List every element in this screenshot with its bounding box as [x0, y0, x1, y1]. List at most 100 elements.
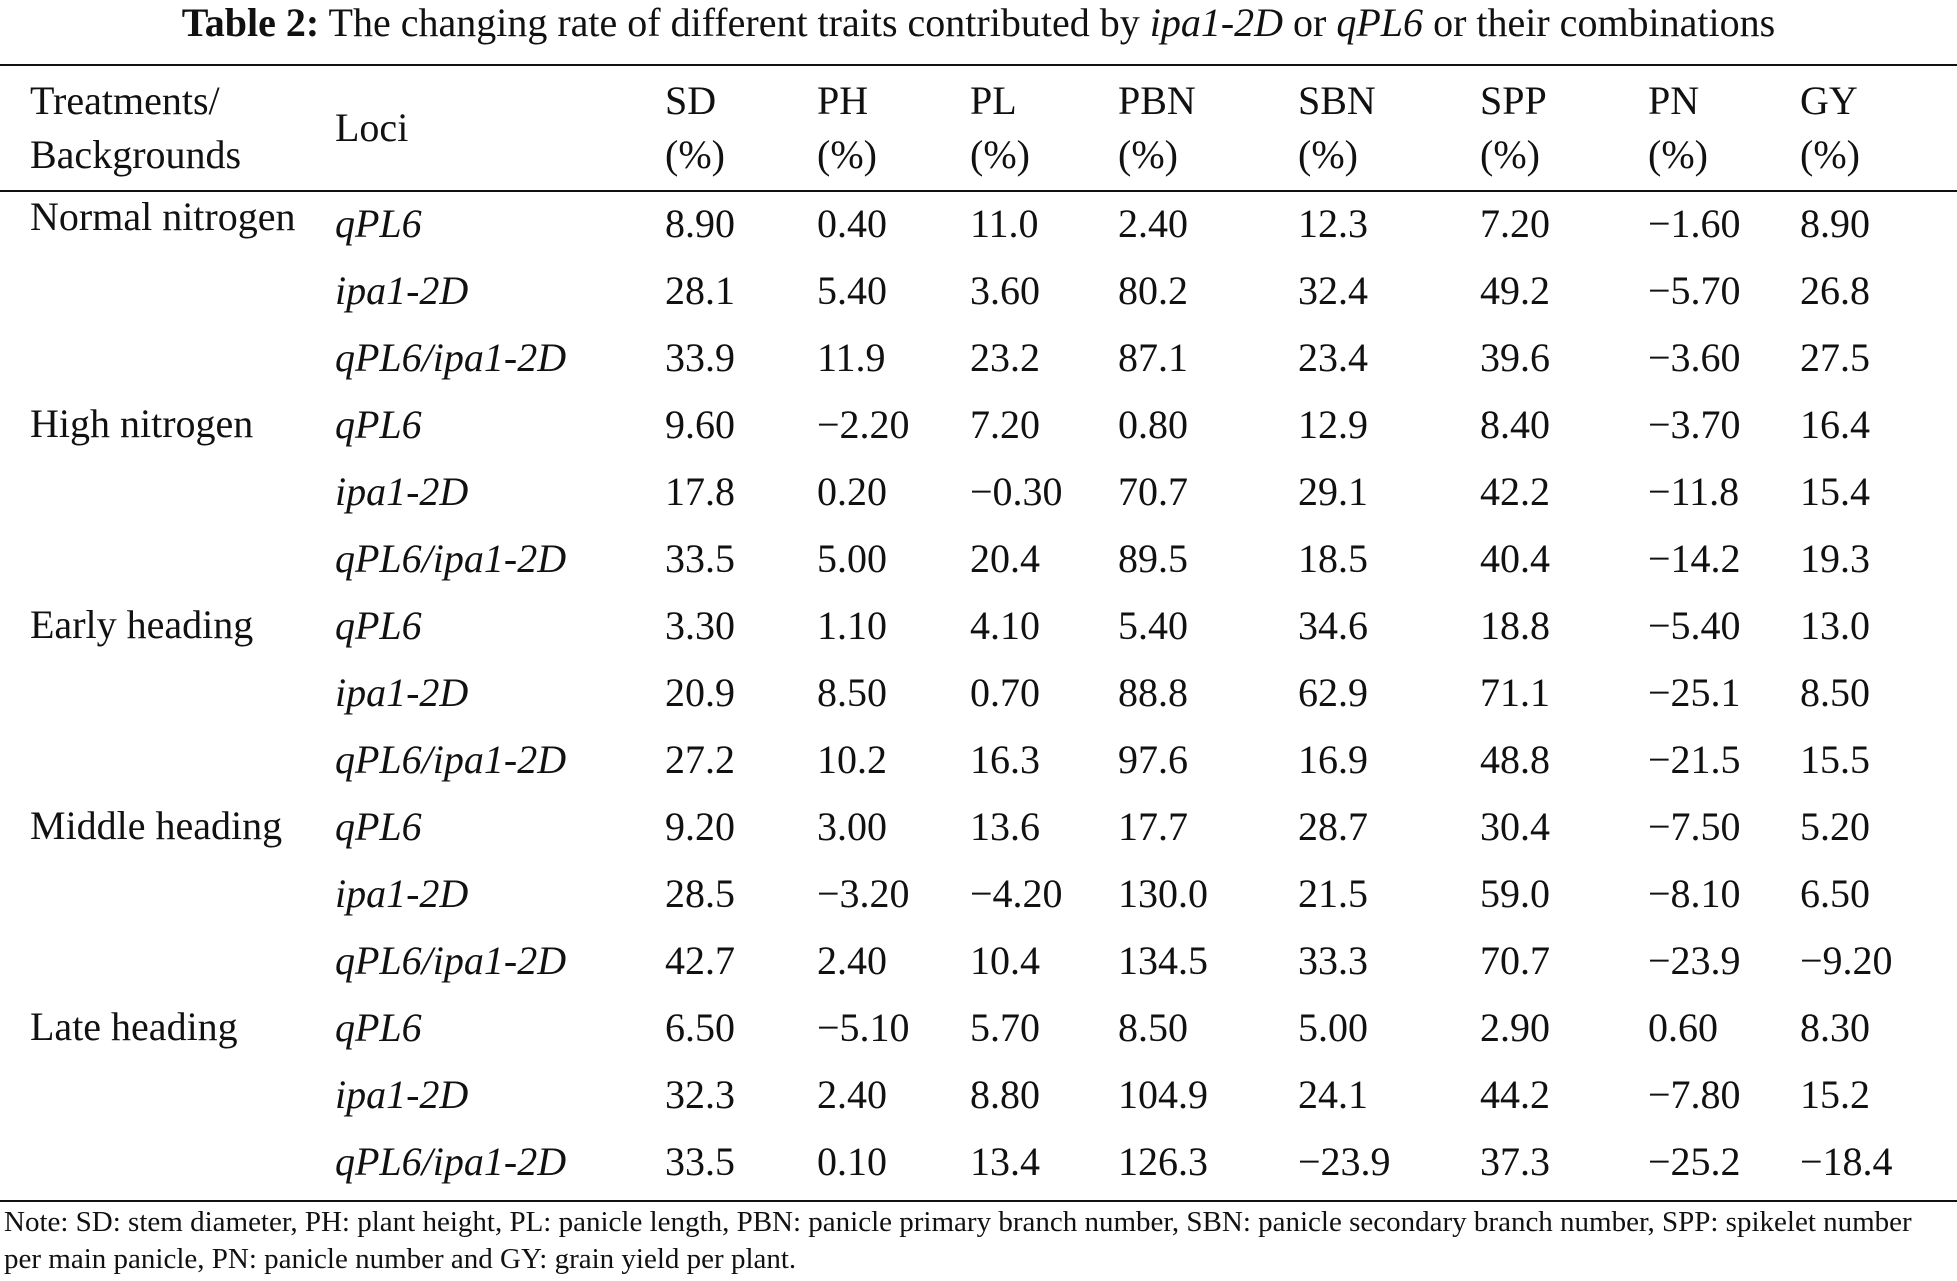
table-row: Late heading qPL6 6.50 −5.10 5.70 8.50 5.00 2.9…: [0, 994, 1957, 1061]
value-cell: −11.8: [1648, 469, 1740, 514]
value-cell: 28.5: [665, 871, 735, 916]
value-cell: 28.1: [665, 268, 735, 313]
table-caption: Table 2: The changing rate of different …: [0, 0, 1957, 46]
value-cell: 15.5: [1800, 737, 1870, 782]
value-cell: −5.70: [1648, 268, 1741, 313]
value-cell: 28.7: [1298, 804, 1368, 849]
table-row: ipa1-2D 20.9 8.50 0.70 88.8 62.9 71.1 −25.1 8.50: [0, 659, 1957, 726]
treatment-cell: Normal nitrogen: [30, 194, 296, 239]
value-cell: 0.20: [817, 469, 887, 514]
value-cell: 42.7: [665, 938, 735, 983]
value-cell: 2.40: [817, 1072, 887, 1117]
value-cell: 18.8: [1480, 603, 1550, 648]
table-row: Middle heading qPL6 9.20 3.00 13.6 17.7 28.7 30…: [0, 793, 1957, 860]
value-cell: 17.8: [665, 469, 735, 514]
value-cell: 7.20: [970, 402, 1040, 447]
value-cell: 23.2: [970, 335, 1040, 380]
header-pn: PN (%): [1648, 78, 1708, 177]
value-cell: 71.1: [1480, 670, 1550, 715]
value-cell: −9.20: [1800, 938, 1893, 983]
value-cell: 42.2: [1480, 469, 1550, 514]
value-cell: 70.7: [1118, 469, 1188, 514]
value-cell: 15.4: [1800, 469, 1870, 514]
value-cell: 5.40: [817, 268, 887, 313]
header-loci: Loci: [335, 105, 409, 150]
value-cell: −3.60: [1648, 335, 1741, 380]
value-cell: 34.6: [1298, 603, 1368, 648]
value-cell: −25.1: [1648, 670, 1741, 715]
value-cell: −21.5: [1648, 737, 1741, 782]
value-cell: 27.5: [1800, 335, 1870, 380]
top-rule: [0, 64, 1957, 66]
data-table: Treatments/ Backgrounds Loci SD (%) PH (%)…: [0, 66, 1957, 1195]
value-cell: 16.4: [1800, 402, 1870, 447]
value-cell: 4.10: [970, 603, 1040, 648]
header-pbn: PBN (%): [1118, 78, 1196, 177]
value-cell: 11.0: [970, 201, 1039, 246]
locus-cell: qPL6/ipa1-2D: [335, 737, 567, 782]
value-cell: −5.10: [817, 1005, 910, 1050]
table-row: qPL6/ipa1-2D 27.2 10.2 16.3 97.6 16.9 48.8 −21.…: [0, 726, 1957, 793]
table-row: High nitrogen qPL6 9.60 −2.20 7.20 0.80 12.9 8.…: [0, 391, 1957, 458]
value-cell: 0.10: [817, 1139, 887, 1184]
table-row: qPL6/ipa1-2D 33.5 0.10 13.4 126.3 −23.9 37.3 −2…: [0, 1128, 1957, 1195]
value-cell: 27.2: [665, 737, 735, 782]
treatment-cell: Early heading: [30, 602, 254, 647]
treatment-cell: Late heading: [30, 1004, 238, 1049]
value-cell: 40.4: [1480, 536, 1550, 581]
value-cell: 6.50: [665, 1005, 735, 1050]
value-cell: 33.5: [665, 536, 735, 581]
value-cell: 39.6: [1480, 335, 1550, 380]
value-cell: 5.00: [817, 536, 887, 581]
value-cell: 3.30: [665, 603, 735, 648]
value-cell: 16.9: [1298, 737, 1368, 782]
table-row: Early heading qPL6 3.30 1.10 4.10 5.40 34.6 18.…: [0, 592, 1957, 659]
header-treatment: Treatments/ Backgrounds: [30, 78, 242, 177]
locus-cell: qPL6: [335, 402, 422, 447]
value-cell: 8.50: [1800, 670, 1870, 715]
value-cell: −1.60: [1648, 201, 1741, 246]
locus-cell: ipa1-2D: [335, 871, 469, 916]
value-cell: 134.5: [1118, 938, 1208, 983]
table-row: qPL6/ipa1-2D 33.9 11.9 23.2 87.1 23.4 39.6 −3.6…: [0, 324, 1957, 391]
locus-cell: qPL6: [335, 804, 422, 849]
value-cell: 126.3: [1118, 1139, 1208, 1184]
table-row: ipa1-2D 17.8 0.20 −0.30 70.7 29.1 42.2 −11.8 15.…: [0, 458, 1957, 525]
locus-cell: qPL6/ipa1-2D: [335, 536, 567, 581]
treatment-cell: High nitrogen: [30, 401, 254, 446]
value-cell: 12.9: [1298, 402, 1368, 447]
table-row: ipa1-2D 32.3 2.40 8.80 104.9 24.1 44.2 −7.80 15.…: [0, 1061, 1957, 1128]
value-cell: 6.50: [1800, 871, 1870, 916]
table-row: Normal nitrogen qPL6 8.90 0.40 11.0 2.40 12.3 7…: [0, 190, 1957, 257]
value-cell: 9.20: [665, 804, 735, 849]
value-cell: 0.40: [817, 201, 887, 246]
value-cell: −7.50: [1648, 804, 1741, 849]
value-cell: 2.40: [817, 938, 887, 983]
header-ph: PH (%): [817, 78, 877, 177]
value-cell: −3.20: [817, 871, 910, 916]
value-cell: 33.9: [665, 335, 735, 380]
value-cell: 18.5: [1298, 536, 1368, 581]
value-cell: −0.30: [970, 469, 1063, 514]
caption-term-qpl6: qPL6: [1336, 0, 1424, 45]
locus-cell: qPL6/ipa1-2D: [335, 335, 567, 380]
value-cell: 1.10: [817, 603, 887, 648]
caption-text-end: or their combinations: [1433, 0, 1776, 45]
value-cell: −14.2: [1648, 536, 1741, 581]
value-cell: 8.90: [665, 201, 735, 246]
value-cell: −3.70: [1648, 402, 1741, 447]
table-row: qPL6/ipa1-2D 33.5 5.00 20.4 89.5 18.5 40.4 −14.…: [0, 525, 1957, 592]
value-cell: 17.7: [1118, 804, 1188, 849]
header-rule: [0, 190, 1957, 192]
value-cell: 48.8: [1480, 737, 1550, 782]
value-cell: 8.40: [1480, 402, 1550, 447]
value-cell: −18.4: [1800, 1139, 1893, 1184]
table-row: qPL6/ipa1-2D 42.7 2.40 10.4 134.5 33.3 70.7 −23…: [0, 927, 1957, 994]
value-cell: 32.4: [1298, 268, 1368, 313]
value-cell: 24.1: [1298, 1072, 1368, 1117]
value-cell: 16.3: [970, 737, 1040, 782]
value-cell: 3.00: [817, 804, 887, 849]
value-cell: −23.9: [1298, 1139, 1391, 1184]
value-cell: 87.1: [1118, 335, 1188, 380]
value-cell: 29.1: [1298, 469, 1368, 514]
